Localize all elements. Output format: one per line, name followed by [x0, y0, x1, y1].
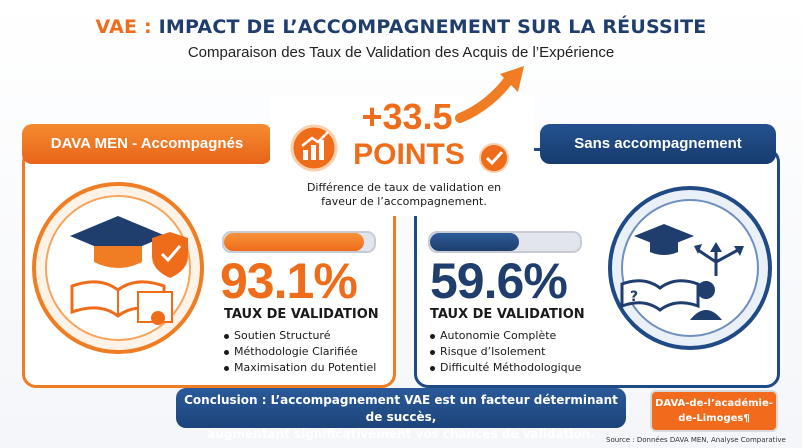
growth-chart-icon	[290, 124, 338, 172]
conclusion-line-2: augmentant significativement vos chances…	[207, 427, 595, 441]
conclusion-banner: Conclusion : L’accompagnement VAE est un…	[176, 388, 626, 441]
bar-accompagnes	[224, 233, 364, 251]
benefits-list: Soutien Structuré Méthodologie Clarifiée…	[222, 328, 376, 376]
difference-value: +33.5	[361, 96, 453, 137]
list-item: Autonomie Complète	[428, 328, 581, 344]
page-subtitle: Comparaison des Taux de Validation des A…	[187, 44, 615, 61]
conclusion-line-1: Conclusion : L’accompagnement VAE est un…	[184, 393, 618, 424]
signature-line-2: de-Limoges¶	[678, 413, 750, 424]
rate-label-accompagnes: TAUX DE VALIDATION	[224, 307, 379, 322]
difference-caption: Différence de taux de validation en fave…	[294, 181, 514, 209]
caption-line-2: faveur de l’accompagnement.	[321, 195, 487, 208]
bar-track-accompagnes	[222, 231, 376, 253]
signature-box: DAVA-de-l’académie- de-Limoges¶	[650, 390, 778, 432]
bar-track-sans-accompagnement	[428, 231, 582, 253]
tab-sans-accompagnement: Sans accompagnement	[540, 124, 776, 164]
difference-unit: POINTS	[353, 138, 465, 171]
source-note: Source : Données DAVA MEN, Analyse Compa…	[606, 436, 786, 444]
check-badge-icon	[479, 143, 509, 173]
tab-accompagnes: DAVA MEN - Accompagnés	[22, 124, 272, 164]
list-item: Soutien Structuré	[222, 328, 376, 344]
signature-line-1: DAVA-de-l’académie-	[655, 398, 773, 409]
list-item: Méthodologie Clarifiée	[222, 344, 376, 360]
svg-text:?: ?	[630, 289, 638, 305]
risks-list: Autonomie Complète Risque d’Isolement Di…	[428, 328, 581, 376]
page-title: VAE : IMPACT DE L’ACCOMPAGNEMENT SUR LA …	[0, 16, 802, 38]
bar-sans-accompagnement	[430, 233, 520, 251]
rate-sans-accompagnement: 59.6%	[430, 253, 568, 309]
list-item: Risque d’Isolement	[428, 344, 581, 360]
rate-label-sans-accompagnement: TAUX DE VALIDATION	[430, 307, 585, 322]
title-prefix: VAE :	[95, 16, 152, 38]
trend-arrow-icon	[455, 66, 524, 123]
graduation-book-medallion-icon	[32, 182, 204, 354]
list-item: Maximisation du Potentiel	[222, 360, 376, 376]
learner-crossroads-medallion-icon: ?	[608, 186, 772, 350]
caption-line-1: Différence de taux de validation en	[306, 181, 502, 194]
rate-accompagnes: 93.1%	[220, 253, 358, 309]
title-main: IMPACT DE L’ACCOMPAGNEMENT SUR LA RÉUSSI…	[158, 16, 707, 38]
list-item: Difficulté Méthodologique	[428, 360, 581, 376]
